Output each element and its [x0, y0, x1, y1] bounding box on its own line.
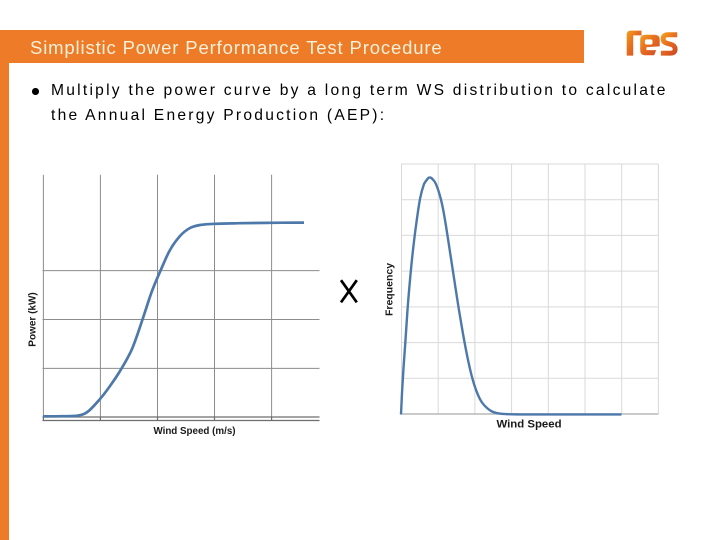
svg-text:Frequency: Frequency [384, 263, 396, 316]
svg-text:Wind Speed (m/s): Wind Speed (m/s) [153, 426, 235, 437]
svg-text:Wind Speed: Wind Speed [496, 419, 561, 431]
svg-text:Power (kW): Power (kW) [28, 292, 39, 346]
